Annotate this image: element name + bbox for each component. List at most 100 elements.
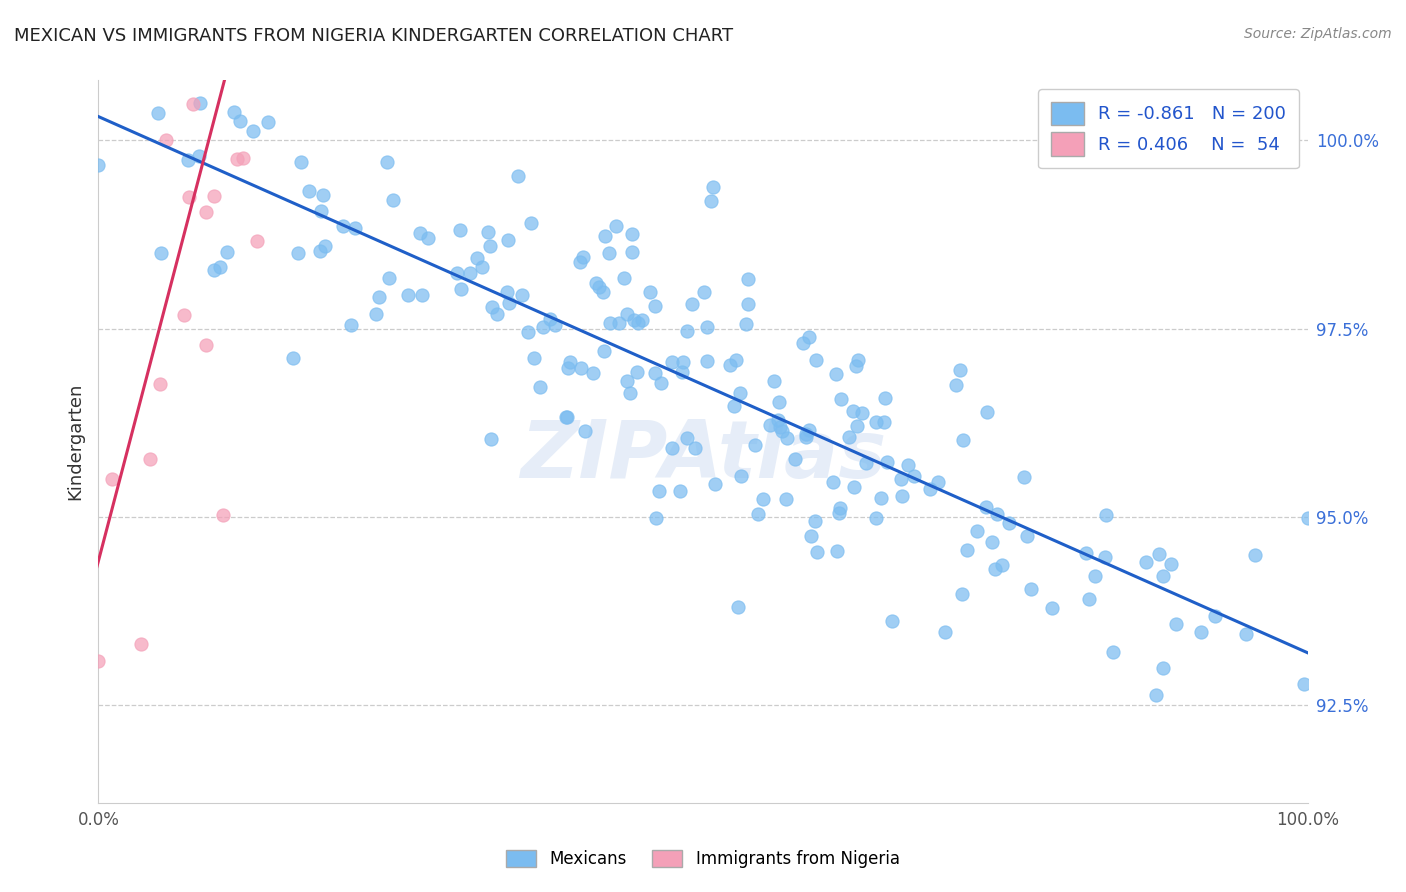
Point [751,491,773,506]
Point [1084,568,1107,582]
Point [718,358,741,372]
Point [882,614,904,628]
Point [1095,508,1118,522]
Point [770,424,793,438]
Point [129,637,152,651]
Point [650,376,672,391]
Point [865,511,887,525]
Point [340,318,363,332]
Point [87,654,110,668]
Point [890,472,912,486]
Point [477,225,499,239]
Point [450,282,472,296]
Point [768,413,790,427]
Point [281,351,304,366]
Point [644,366,666,380]
Point [276,35,298,49]
Point [865,415,887,429]
Point [727,600,749,615]
Point [582,367,605,381]
Point [194,204,217,219]
Point [398,288,420,302]
Point [966,524,988,538]
Point [290,155,312,169]
Point [616,374,638,388]
Point [891,490,914,504]
Point [555,409,578,424]
Point [1294,677,1316,691]
Point [519,216,541,230]
Point [1166,616,1188,631]
Point [557,360,579,375]
Point [699,194,721,209]
Point [806,353,828,368]
Point [1040,601,1063,615]
Point [846,352,869,367]
Point [616,307,638,321]
Point [149,376,172,391]
Point [150,245,173,260]
Point [574,424,596,438]
Point [252,14,274,29]
Point [554,409,576,424]
Point [626,364,648,378]
Point [314,239,336,253]
Point [222,104,245,119]
Point [627,317,650,331]
Point [202,262,225,277]
Point [769,419,792,434]
Point [869,491,891,506]
Point [367,290,389,304]
Point [804,515,827,529]
Point [797,330,820,344]
Point [934,624,956,639]
Point [173,308,195,322]
Point [208,260,231,274]
Point [593,229,616,244]
Point [776,431,799,445]
Point [1017,529,1039,543]
Point [692,285,714,299]
Point [599,316,621,330]
Point [256,37,278,51]
Point [897,458,920,472]
Point [762,374,785,388]
Point [775,491,797,506]
Point [516,325,538,339]
Point [1147,547,1170,561]
Point [544,318,567,332]
Point [188,95,211,110]
Point [592,344,614,359]
Point [920,482,942,496]
Point [607,316,630,330]
Text: Source: ZipAtlas.com: Source: ZipAtlas.com [1244,27,1392,41]
Point [312,188,335,202]
Point [287,246,309,260]
Point [1152,569,1174,583]
Point [976,405,998,419]
Point [704,477,727,491]
Text: MEXICAN VS IMMIGRANTS FROM NIGERIA KINDERGARTEN CORRELATION CHART: MEXICAN VS IMMIGRANTS FROM NIGERIA KINDE… [14,27,733,45]
Point [211,508,233,522]
Point [496,233,519,247]
Point [671,365,693,379]
Point [588,280,610,294]
Point [823,475,845,489]
Point [983,561,1005,575]
Point [585,277,607,291]
Point [1189,624,1212,639]
Point [794,430,817,444]
Point [1135,555,1157,569]
Point [638,285,661,299]
Point [229,113,252,128]
Point [696,320,718,334]
Point [183,97,205,112]
Point [991,558,1014,573]
Point [724,352,747,367]
Point [737,296,759,310]
Point [838,430,860,444]
Point [139,452,162,467]
Point [696,353,718,368]
Point [675,431,697,445]
Point [794,427,817,442]
